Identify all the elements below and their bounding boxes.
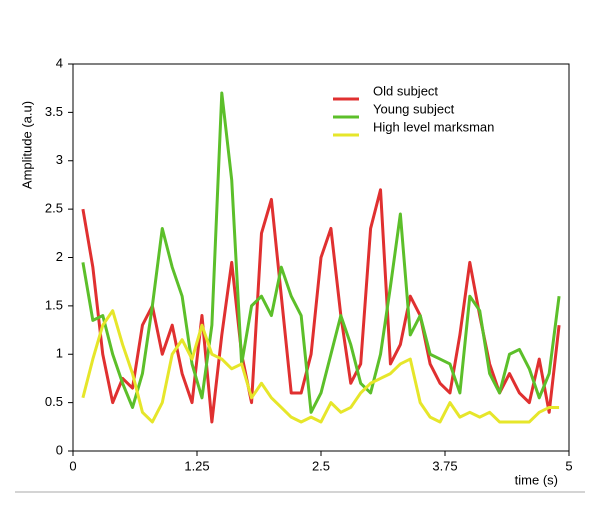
y-tick-label: 0 (56, 442, 63, 457)
y-tick-label: 2 (56, 249, 63, 264)
data-line (81, 309, 560, 424)
x-tick-label: 5 (565, 458, 572, 473)
x-axis-label: time (s) (515, 472, 558, 487)
y-tick-label: 3.5 (45, 104, 63, 119)
y-tick-label: 1.5 (45, 297, 63, 312)
x-tick-label: 3.75 (432, 458, 457, 473)
legend-label: Old subject (373, 83, 438, 98)
y-tick-label: 0.5 (45, 394, 63, 409)
x-tick-label: 2.5 (312, 458, 330, 473)
x-tick-label: 0 (69, 458, 76, 473)
data-line (81, 91, 561, 414)
y-tick-label: 2.5 (45, 201, 63, 216)
legend-label: High level marksman (373, 119, 494, 134)
y-axis-label: Amplitude (a.u) (19, 101, 34, 189)
y-tick-label: 1 (56, 346, 63, 361)
y-tick-label: 3 (56, 152, 63, 167)
x-tick-label: 1.25 (184, 458, 209, 473)
legend-label: Young subject (373, 101, 455, 116)
y-tick-label: 4 (56, 55, 63, 70)
